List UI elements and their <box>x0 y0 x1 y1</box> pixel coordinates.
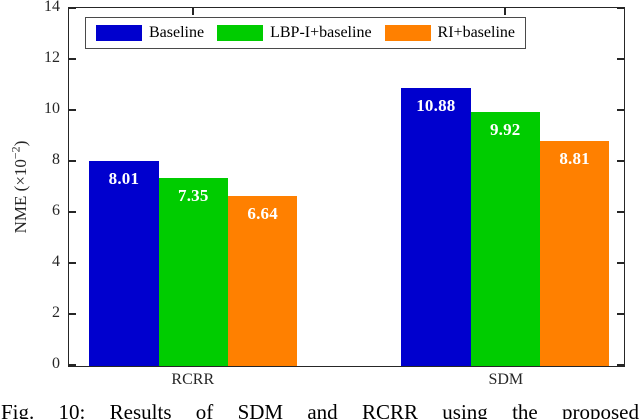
bar-sdm-lbp-i-baseline: 9.92 <box>470 112 540 366</box>
bar-value-label: 6.64 <box>247 204 278 224</box>
y-tick-mark-left <box>69 262 76 264</box>
x-tick-mark-top <box>504 8 507 15</box>
legend-swatch <box>384 25 431 41</box>
plot-area: 8.01 10.88 7.35 9.92 6.64 8.81 Baseline LBP-I+… <box>68 7 625 367</box>
x-tick-mark-top <box>192 8 195 15</box>
legend: Baseline LBP-I+baseline RI+baseline <box>85 17 526 49</box>
y-axis-label-suffix: ) <box>11 140 30 147</box>
legend-item: RI+baseline <box>384 24 515 42</box>
y-tick-mark-right <box>617 160 624 162</box>
y-tick-label: 14 <box>44 0 60 15</box>
bar-sdm-ri-baseline: 8.81 <box>539 140 610 366</box>
bar-value-label: 8.81 <box>559 148 590 168</box>
y-tick-mark-left <box>69 364 76 366</box>
y-tick-mark-right <box>617 58 624 60</box>
bar-sdm-baseline: 10.88 <box>401 87 471 366</box>
bar-rcrr-ri-baseline: 6.64 <box>228 196 298 366</box>
bar-value-label: 8.01 <box>108 169 140 189</box>
y-tick-label: 4 <box>52 253 60 270</box>
y-tick-mark-left <box>69 7 76 9</box>
bar-value-label: 10.88 <box>416 95 456 115</box>
y-tick-mark-left <box>69 313 76 315</box>
x-tick-label: RCRR <box>171 371 215 388</box>
bars-layer: 8.01 10.88 7.35 9.92 6.64 8.81 <box>69 8 624 366</box>
y-tick-mark-left <box>69 211 76 213</box>
y-tick-label: 0 <box>52 355 60 372</box>
legend-item: LBP-I+baseline <box>217 24 372 42</box>
legend-swatch <box>96 25 142 41</box>
axis-ticks-layer <box>69 7 624 366</box>
y-tick-mark-right <box>617 7 624 9</box>
legend-series-label: Baseline <box>149 24 205 41</box>
bar-value-label: 7.35 <box>178 186 209 206</box>
x-tick-label: SDM <box>488 371 524 388</box>
legend-item: Baseline <box>96 24 204 42</box>
y-tick-mark-left <box>69 160 76 162</box>
y-tick-mark-right <box>617 313 624 315</box>
y-tick-label: 12 <box>44 49 60 66</box>
bar-value-label: 9.92 <box>489 120 521 140</box>
legend-series-label: LBP-I+baseline <box>270 24 372 41</box>
y-tick-label: 6 <box>52 202 60 219</box>
bar-rcrr-lbp-i-baseline: 7.35 <box>158 178 228 366</box>
figure-caption: Fig. 10: Results of SDM and RCRR using t… <box>1 400 639 419</box>
y-tick-mark-left <box>69 58 76 60</box>
y-axis-label-text: NME (×10 <box>11 159 30 234</box>
y-tick-mark-right <box>617 109 624 111</box>
y-tick-mark-right <box>617 211 624 213</box>
y-tick-mark-right <box>617 262 624 264</box>
y-tick-label: 8 <box>52 151 60 168</box>
bar-rcrr-baseline: 8.01 <box>89 161 159 366</box>
y-tick-label: 2 <box>52 304 60 321</box>
y-tick-label: 10 <box>44 100 60 117</box>
legend-series-label: RI+baseline <box>437 24 515 41</box>
y-tick-mark-left <box>69 109 76 111</box>
y-tick-mark-right <box>617 364 624 366</box>
legend-swatch <box>217 25 264 41</box>
